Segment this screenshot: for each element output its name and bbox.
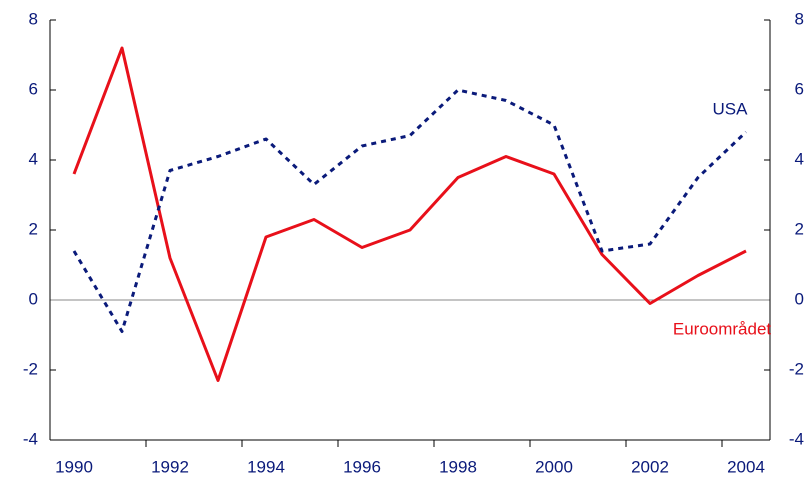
series-label: Euroområdet	[673, 319, 772, 338]
x-tick-label: 1998	[439, 457, 477, 476]
y2-tick-label: 4	[795, 149, 804, 168]
y-tick-label: 0	[29, 289, 38, 308]
series-label: USA	[713, 99, 749, 118]
y-tick-label: 6	[29, 79, 38, 98]
x-tick-label: 1990	[55, 457, 93, 476]
y2-tick-label: 0	[795, 289, 804, 308]
series-line	[72, 46, 747, 382]
x-tick-label: 1992	[151, 457, 189, 476]
y-tick-label: -2	[23, 359, 38, 378]
y2-tick-label: -2	[789, 359, 804, 378]
x-tick-label: 2002	[631, 457, 669, 476]
y2-tick-label: 6	[795, 79, 804, 98]
y-tick-label: 2	[29, 219, 38, 238]
x-tick-label: 2000	[535, 457, 573, 476]
x-tick-label: 1996	[343, 457, 381, 476]
y-tick-label: -4	[23, 429, 38, 448]
y-tick-label: 8	[29, 9, 38, 28]
x-tick-label: 1994	[247, 457, 285, 476]
x-tick-label: 2004	[727, 457, 765, 476]
y2-tick-label: 2	[795, 219, 804, 238]
y-tick-label: 4	[29, 149, 38, 168]
y2-tick-label: -4	[789, 429, 804, 448]
y2-tick-label: 8	[795, 9, 804, 28]
series-line	[72, 88, 748, 333]
